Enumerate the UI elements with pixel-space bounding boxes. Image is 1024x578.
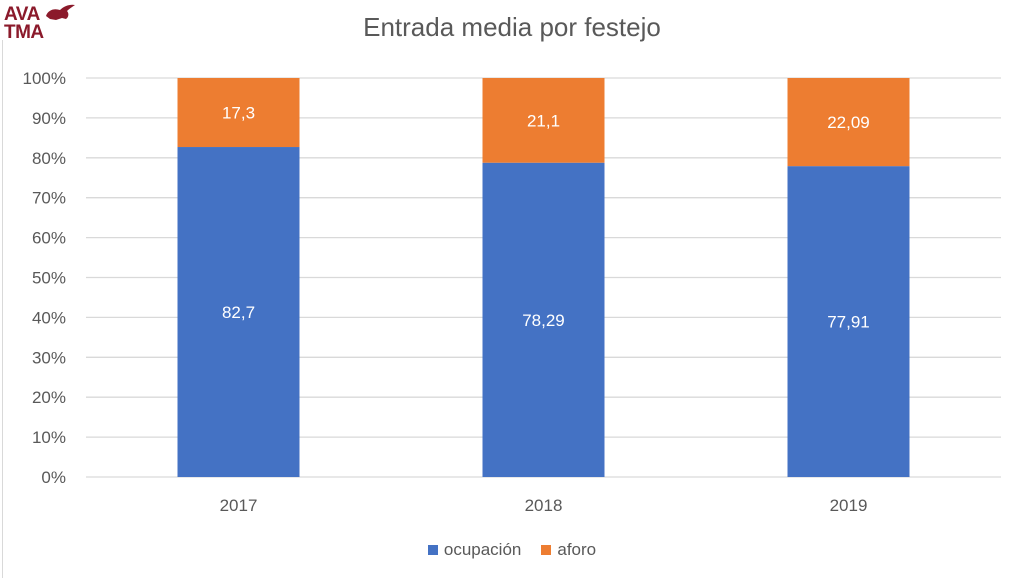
legend: ocupación aforo — [0, 540, 1024, 560]
y-tick-label: 80% — [32, 149, 66, 168]
legend-label-ocupacion: ocupación — [443, 540, 522, 559]
legend-swatch-aforo — [541, 545, 552, 555]
avatma-logo: AVA TMA — [2, 2, 82, 46]
bar-segment — [482, 78, 605, 163]
legend-swatch-ocupacion — [427, 545, 438, 555]
bar-segment — [177, 147, 300, 478]
bar-segment — [787, 166, 910, 477]
y-tick-label: 50% — [32, 269, 66, 288]
chart-border — [2, 40, 3, 578]
y-tick-label: 100% — [23, 69, 66, 88]
y-tick-label: 30% — [32, 348, 66, 367]
x-tick-label: 2019 — [830, 496, 868, 515]
legend-item-aforo: aforo — [541, 540, 596, 560]
bar-segment — [482, 162, 605, 478]
data-label: 17,3 — [222, 104, 255, 123]
y-tick-label: 10% — [32, 428, 66, 447]
data-label: 22,09 — [827, 113, 870, 132]
logo-line2: TMA — [4, 22, 44, 43]
bar-segment — [177, 78, 300, 148]
data-label: 77,91 — [827, 313, 870, 332]
y-tick-label: 90% — [32, 109, 66, 128]
x-tick-label: 2018 — [525, 496, 563, 515]
legend-item-ocupacion: ocupación — [427, 540, 522, 560]
data-label: 82,7 — [222, 303, 255, 322]
legend-label-aforo: aforo — [557, 540, 597, 559]
y-tick-label: 0% — [41, 468, 66, 487]
data-label: 78,29 — [522, 311, 565, 330]
y-tick-label: 70% — [32, 189, 66, 208]
logo-line1: AVA — [4, 4, 40, 25]
x-tick-label: 2017 — [220, 496, 258, 515]
bull-icon — [46, 4, 75, 20]
data-label: 21,1 — [527, 111, 560, 130]
bar-segment — [787, 78, 910, 167]
y-tick-label: 20% — [32, 388, 66, 407]
y-tick-label: 60% — [32, 229, 66, 248]
y-tick-label: 40% — [32, 308, 66, 327]
chart-title: Entrada media por festejo — [363, 12, 661, 42]
